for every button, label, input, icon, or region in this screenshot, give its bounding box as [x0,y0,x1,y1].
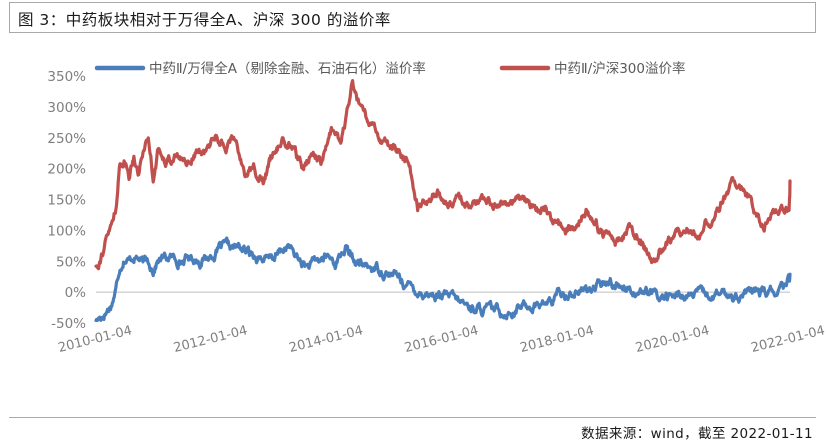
source-note: 数据来源：wind，截至 2022-01-11 [581,426,813,442]
chart-axes: -50%0%50%100%150%200%250%300%350%2010-01… [47,69,826,356]
y-tick-label: 100% [47,223,86,239]
y-tick-label: 50% [56,254,86,270]
y-tick-label: 150% [47,193,86,209]
chart-series [94,79,792,323]
x-tick-label: 2016-01-04 [403,323,480,356]
legend-label-2: 中药Ⅱ/沪深300溢价率 [554,60,685,77]
x-tick-label: 2014-01-04 [288,323,365,356]
x-tick-label: 2012-01-04 [172,323,249,356]
figure-title: 图 3：中药板块相对于万得全A、沪深 300 的溢价率 [18,11,391,29]
x-tick-label: 2018-01-04 [519,323,596,356]
y-tick-label: 350% [47,69,86,85]
source-divider [9,417,816,418]
series-line-1 [94,236,792,323]
x-tick-label: 2020-01-04 [634,323,711,356]
y-tick-label: 250% [47,131,86,147]
y-tick-label: -50% [51,316,86,332]
x-tick-label: 2022-01-04 [750,323,827,356]
series-line-2 [94,79,792,271]
legend: 中药Ⅱ/万得全A（剔除金融、石油石化）溢价率 中药Ⅱ/沪深300溢价率 [94,60,685,77]
figure-title-box: 图 3：中药板块相对于万得全A、沪深 300 的溢价率 [9,2,816,33]
y-tick-label: 300% [47,100,86,116]
legend-label-1: 中药Ⅱ/万得全A（剔除金融、石油石化）溢价率 [149,60,426,77]
y-tick-label: 200% [47,162,86,178]
y-tick-label: 0% [65,285,87,301]
